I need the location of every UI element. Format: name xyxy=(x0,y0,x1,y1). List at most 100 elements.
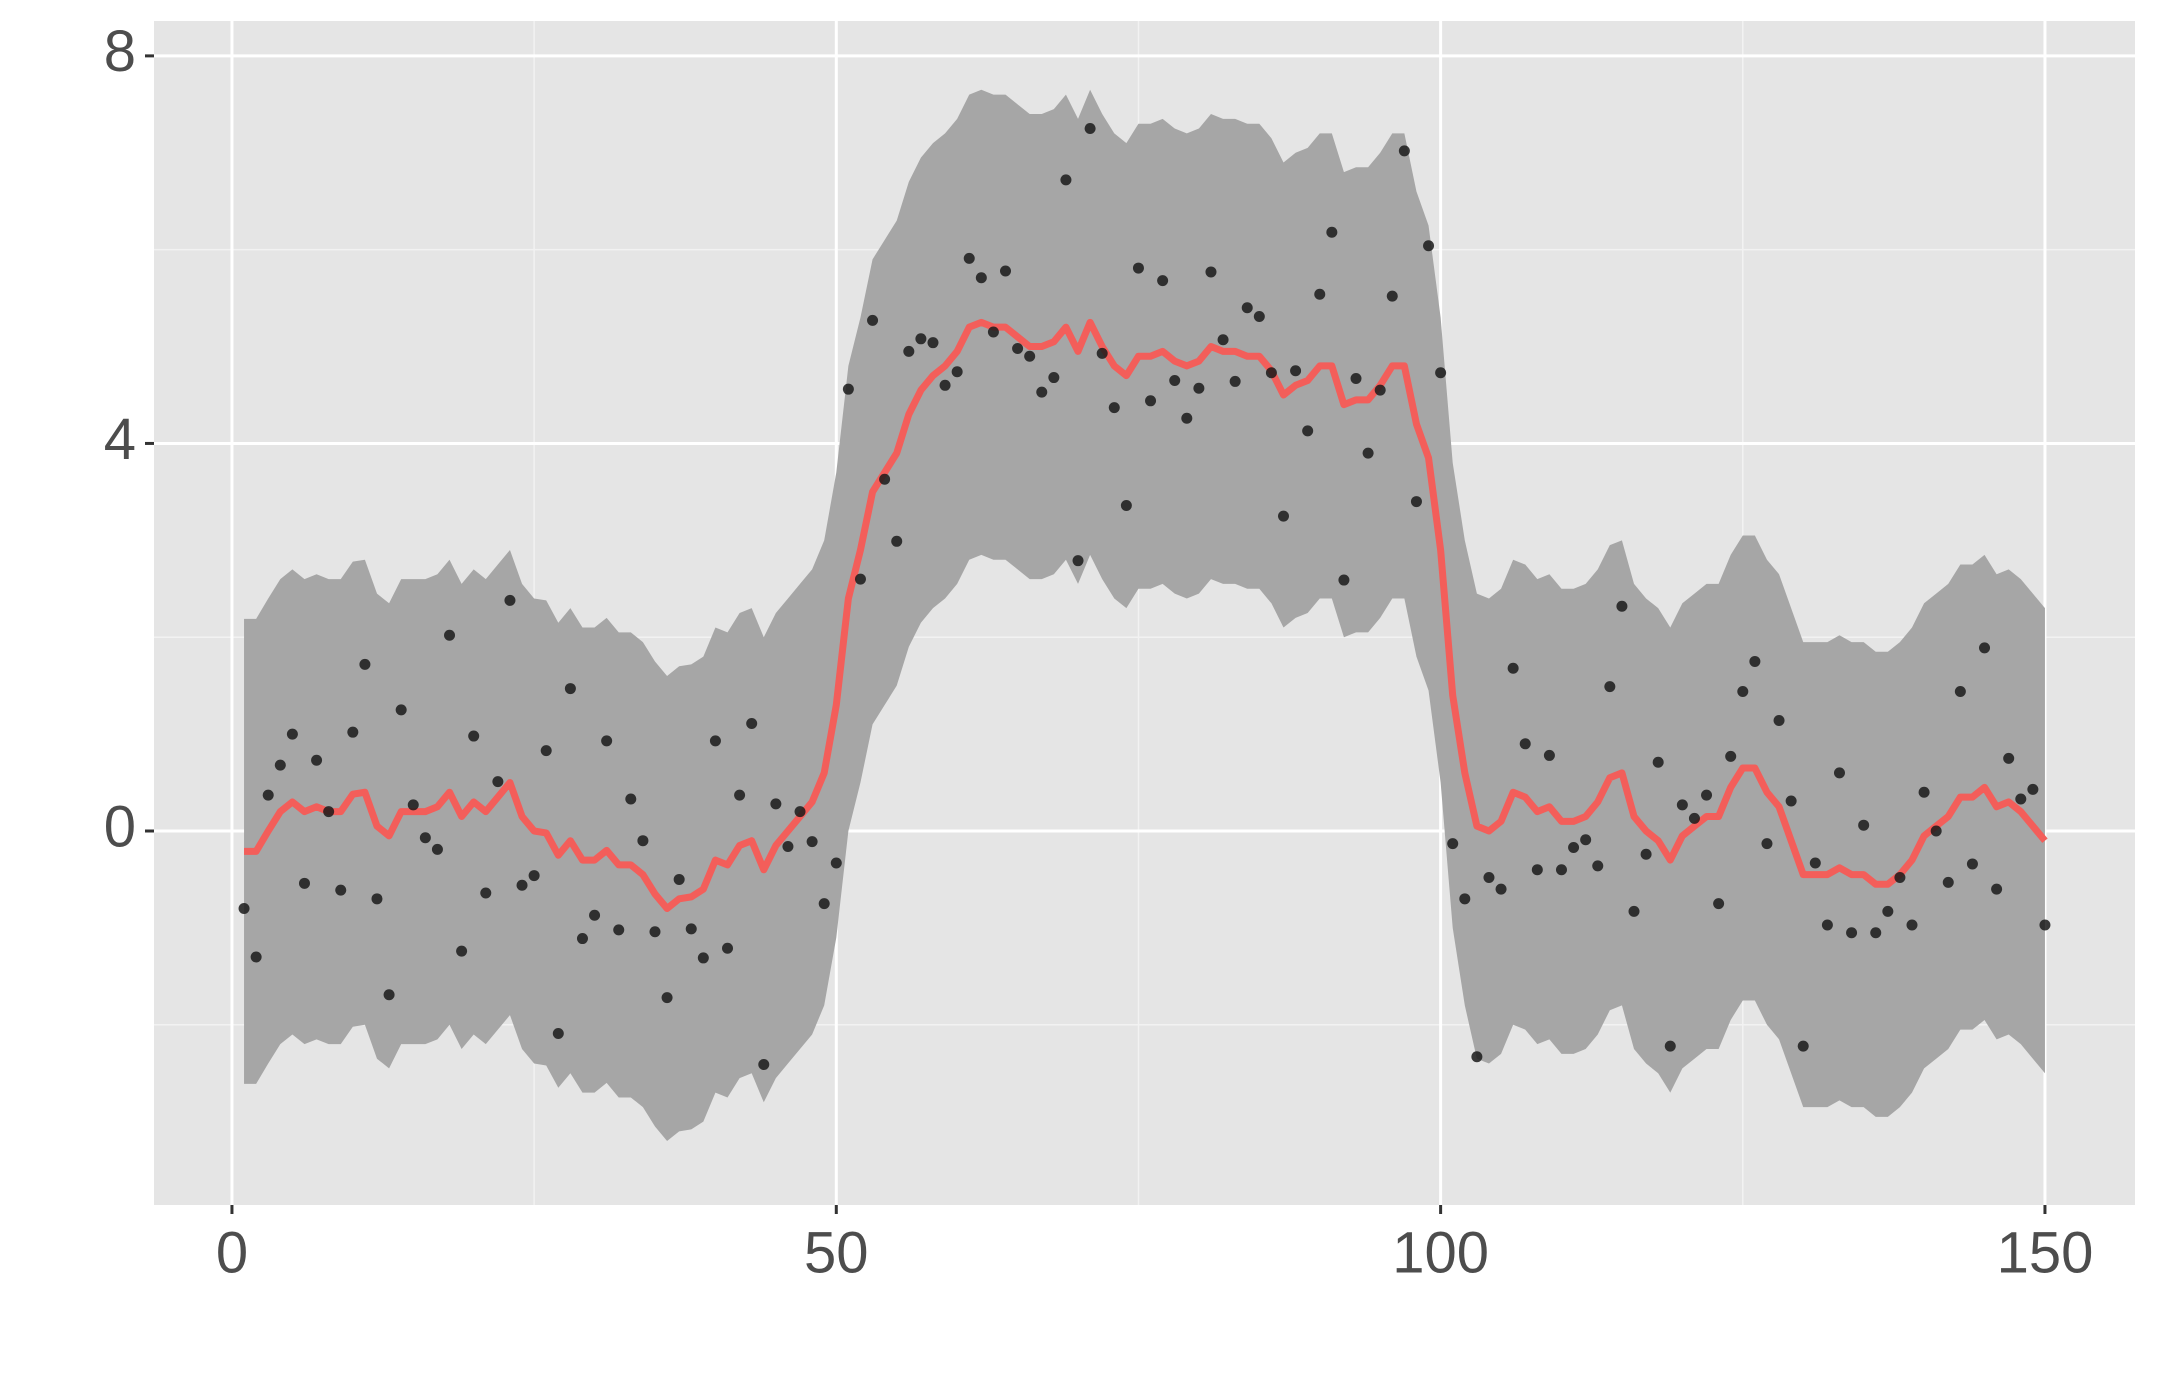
data-point xyxy=(1096,347,1108,359)
data-point xyxy=(1145,395,1157,407)
data-point xyxy=(1108,402,1120,414)
data-point xyxy=(1664,1040,1676,1052)
data-point xyxy=(1966,858,1978,870)
data-point xyxy=(770,798,782,810)
y-tick-label: 4 xyxy=(104,407,136,472)
data-point xyxy=(818,898,830,910)
data-point xyxy=(1423,240,1435,252)
data-point xyxy=(1809,857,1821,869)
data-point xyxy=(1483,872,1495,884)
data-point xyxy=(1374,384,1386,396)
data-point xyxy=(1157,275,1169,287)
data-point xyxy=(1918,786,1930,798)
data-point xyxy=(359,658,371,670)
x-tick-label: 100 xyxy=(1392,1220,1489,1285)
data-point xyxy=(842,383,854,395)
data-point xyxy=(1036,386,1048,398)
data-point xyxy=(1906,919,1918,931)
data-point xyxy=(552,1028,564,1040)
data-point xyxy=(709,735,721,747)
data-point xyxy=(1265,367,1277,379)
data-point xyxy=(867,314,879,326)
data-point xyxy=(1846,927,1858,939)
data-point xyxy=(419,832,431,844)
data-point xyxy=(1290,365,1302,377)
data-point xyxy=(939,379,951,391)
data-point xyxy=(274,759,286,771)
data-point xyxy=(1495,883,1507,895)
data-point xyxy=(286,728,298,740)
data-point xyxy=(576,933,588,945)
data-point xyxy=(347,726,359,738)
data-point xyxy=(613,924,625,936)
data-point xyxy=(649,926,661,938)
data-point xyxy=(395,704,407,716)
data-point xyxy=(1386,290,1398,302)
data-point xyxy=(1580,834,1592,846)
data-point xyxy=(1205,266,1217,278)
data-point xyxy=(2003,752,2015,764)
data-point xyxy=(1652,756,1664,768)
data-point xyxy=(1024,350,1036,362)
data-point xyxy=(975,272,987,284)
data-point xyxy=(2027,783,2039,795)
data-point xyxy=(673,873,685,885)
data-point xyxy=(1701,789,1713,801)
x-tick-label: 50 xyxy=(804,1220,869,1285)
data-point xyxy=(1991,883,2003,895)
data-point xyxy=(915,333,927,345)
data-point xyxy=(1592,860,1604,872)
data-point xyxy=(1604,681,1616,693)
data-point xyxy=(407,799,419,811)
data-point xyxy=(1012,342,1024,354)
data-point xyxy=(879,473,891,485)
data-point xyxy=(2015,793,2027,805)
data-point xyxy=(1350,373,1362,385)
data-point xyxy=(1833,767,1845,779)
data-point xyxy=(927,337,939,349)
data-point xyxy=(1894,872,1906,884)
data-point xyxy=(383,989,395,1001)
data-point xyxy=(1821,919,1833,931)
data-point xyxy=(794,806,806,818)
data-point xyxy=(1688,812,1700,824)
data-point xyxy=(601,735,613,747)
data-point xyxy=(951,366,963,378)
data-point xyxy=(806,836,818,848)
data-point xyxy=(335,884,347,896)
data-point xyxy=(661,992,673,1004)
data-point xyxy=(903,345,915,357)
data-point xyxy=(963,252,975,264)
data-point xyxy=(758,1059,770,1071)
data-point xyxy=(1942,876,1954,888)
data-point xyxy=(238,903,250,915)
data-point xyxy=(1072,555,1084,567)
data-point xyxy=(1447,838,1459,850)
data-point xyxy=(1858,819,1870,831)
data-point xyxy=(1725,750,1737,762)
data-point xyxy=(323,806,335,818)
data-point xyxy=(516,879,528,891)
data-point xyxy=(1120,499,1132,511)
data-point xyxy=(250,951,262,963)
data-point xyxy=(589,909,601,921)
data-point xyxy=(697,952,709,964)
data-point xyxy=(1229,375,1241,387)
data-point xyxy=(1785,795,1797,807)
data-point xyxy=(564,683,576,695)
data-point xyxy=(685,923,697,935)
data-point xyxy=(1338,574,1350,586)
data-point xyxy=(1253,311,1265,323)
data-point xyxy=(480,887,492,899)
data-point xyxy=(1132,262,1144,274)
data-point xyxy=(1398,145,1410,157)
data-point xyxy=(1797,1040,1809,1052)
data-point xyxy=(1954,685,1966,697)
data-point xyxy=(1048,372,1060,384)
data-point xyxy=(1543,749,1555,761)
data-point xyxy=(1930,825,1942,837)
data-point xyxy=(2039,919,2051,931)
data-point xyxy=(734,789,746,801)
data-point xyxy=(1773,715,1785,727)
